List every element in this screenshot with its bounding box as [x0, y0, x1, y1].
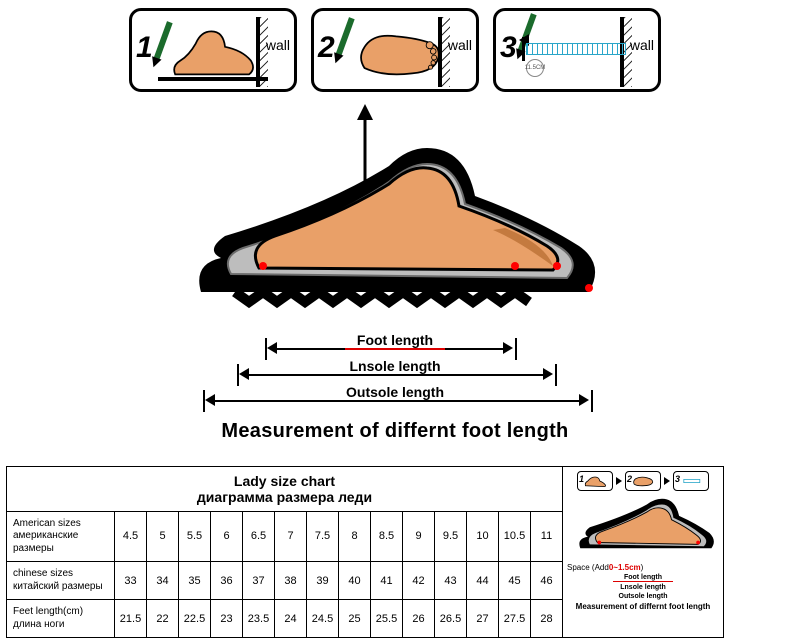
table-title-ru: диаграмма размера леди — [11, 489, 558, 505]
mini-dim-label: Lnsole length — [598, 584, 688, 591]
cell: 42 — [403, 562, 435, 600]
mini-space-prefix: Space — [567, 563, 590, 572]
table-row: Feet length(cm)длина ноги21.52222.52323.… — [7, 600, 563, 638]
cell: 22 — [147, 600, 179, 638]
step-1-panel: 1 wall — [129, 8, 297, 92]
cell: 23 — [211, 600, 243, 638]
cell: 28 — [531, 600, 563, 638]
cell: 45 — [499, 562, 531, 600]
mini-space-value: 0~1.5cm — [609, 563, 641, 572]
cell: 23.5 — [243, 600, 275, 638]
dim-hint: 11.5CM — [526, 59, 544, 77]
cell: 25.5 — [371, 600, 403, 638]
cell: 4.5 — [115, 511, 147, 562]
cell: 34 — [147, 562, 179, 600]
cell: 24 — [275, 600, 307, 638]
cell: 35 — [179, 562, 211, 600]
mini-dim-label: Foot length — [613, 574, 673, 582]
pencil-icon — [335, 17, 354, 57]
row-label: chinese sizesкитайский размеры — [7, 562, 115, 600]
dim-label: Foot length — [345, 332, 445, 350]
step-3-panel: 3 wall 11.5CM — [493, 8, 661, 92]
cell: 10.5 — [499, 511, 531, 562]
cell: 7.5 — [307, 511, 339, 562]
mini-steps: 1 2 3 — [567, 471, 719, 491]
cell: 11 — [531, 511, 563, 562]
cell: 26 — [403, 600, 435, 638]
mini-step: 3 — [673, 471, 709, 491]
wall-label: wall — [448, 37, 472, 53]
cell: 27.5 — [499, 600, 531, 638]
cell: 36 — [211, 562, 243, 600]
cell: 26.5 — [435, 600, 467, 638]
arrow-right-icon — [616, 477, 622, 485]
cell: 38 — [275, 562, 307, 600]
dim-outsole-length: Outsole length — [165, 388, 625, 414]
wall-label: wall — [266, 37, 290, 53]
diagram-caption: Measurement of differnt foot length — [165, 420, 625, 443]
mini-shoe-icon — [567, 495, 719, 562]
table-title: Lady size chart диаграмма размера леди — [7, 466, 563, 511]
cell: 6.5 — [243, 511, 275, 562]
cell: 43 — [435, 562, 467, 600]
mini-dim-label: Outsole length — [583, 593, 703, 600]
cell: 21.5 — [115, 600, 147, 638]
cell: 22.5 — [179, 600, 211, 638]
mini-space-suffix: ) — [641, 563, 644, 572]
mini-caption: Measurement of differnt foot length — [567, 602, 719, 611]
cell: 27 — [467, 600, 499, 638]
cell: 40 — [339, 562, 371, 600]
cell: 8 — [339, 511, 371, 562]
cell: 7 — [275, 511, 307, 562]
table-row: chinese sizesкитайский размеры3334353637… — [7, 562, 563, 600]
mini-step: 2 — [625, 471, 661, 491]
cell: 6 — [211, 511, 243, 562]
wall-label: wall — [630, 37, 654, 53]
table-row: American sizesамериканские размеры4.555.… — [7, 511, 563, 562]
size-chart-table: Lady size chart диаграмма размера леди A… — [6, 466, 563, 639]
arrow-right-icon — [664, 477, 670, 485]
row-label: American sizesамериканские размеры — [7, 511, 115, 562]
shoe-cross-section-icon — [165, 96, 625, 336]
table-title-en: Lady size chart — [11, 473, 558, 489]
size-chart-area: Lady size chart диаграмма размера леди A… — [6, 466, 724, 639]
step-number: 3 — [500, 33, 517, 63]
cell: 33 — [115, 562, 147, 600]
cell: 24.5 — [307, 600, 339, 638]
foot-length-diagram: Foot length Lnsole length Outsole length… — [165, 96, 625, 443]
mini-space-add: (Add — [592, 563, 609, 572]
mini-step: 1 — [577, 471, 613, 491]
cell: 10 — [467, 511, 499, 562]
cell: 9.5 — [435, 511, 467, 562]
table-header-row: Lady size chart диаграмма размера леди — [7, 466, 563, 511]
cell: 5.5 — [179, 511, 211, 562]
cell: 9 — [403, 511, 435, 562]
dim-label: Outsole length — [335, 384, 455, 400]
cell: 5 — [147, 511, 179, 562]
dim-label: Lnsole length — [335, 358, 455, 374]
row-label: Feet length(cm)длина ноги — [7, 600, 115, 638]
mini-space-label: Space (Add0~1.5cm) — [567, 563, 719, 572]
ruler-icon — [526, 43, 626, 55]
mini-diagram-card: 1 2 3 Space (Add0~1.5cm) — [562, 466, 724, 639]
measurement-steps: 1 wall 2 wall 3 wall — [0, 0, 790, 96]
cell: 39 — [307, 562, 339, 600]
step-2-panel: 2 wall — [311, 8, 479, 92]
foot-top-icon — [354, 25, 442, 83]
foot-side-icon — [170, 25, 256, 79]
cell: 37 — [243, 562, 275, 600]
cell: 41 — [371, 562, 403, 600]
cell: 44 — [467, 562, 499, 600]
cell: 46 — [531, 562, 563, 600]
cell: 8.5 — [371, 511, 403, 562]
cell: 25 — [339, 600, 371, 638]
